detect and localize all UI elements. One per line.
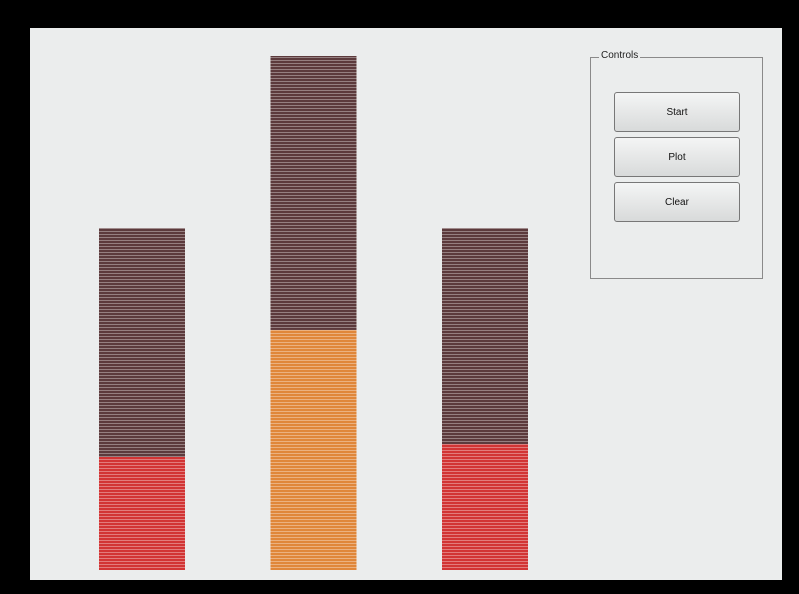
bar-stripes [442, 444, 528, 570]
bar-stripes [442, 228, 528, 445]
bar-stripes [270, 56, 357, 330]
chart [99, 56, 528, 570]
panel: Controls Start Plot Clear [30, 28, 782, 580]
controls-group: Controls Start Plot Clear [590, 50, 763, 279]
button[interactable]: Start [614, 92, 740, 132]
group-title: Controls [599, 50, 641, 61]
bar-stripes [270, 329, 357, 570]
button[interactable]: Plot [614, 137, 740, 177]
bar-stripes [99, 456, 185, 570]
button[interactable]: Clear [614, 182, 740, 222]
bar-stripes [99, 228, 185, 457]
